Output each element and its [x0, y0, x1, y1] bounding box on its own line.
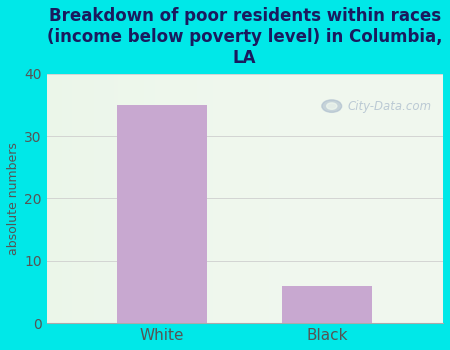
Bar	[282, 286, 373, 323]
Circle shape	[322, 100, 342, 112]
Circle shape	[327, 103, 337, 109]
Bar	[117, 105, 207, 323]
Y-axis label: absolute numbers: absolute numbers	[7, 142, 20, 255]
Title: Breakdown of poor residents within races
(income below poverty level) in Columbi: Breakdown of poor residents within races…	[47, 7, 442, 66]
Text: City-Data.com: City-Data.com	[347, 100, 432, 113]
